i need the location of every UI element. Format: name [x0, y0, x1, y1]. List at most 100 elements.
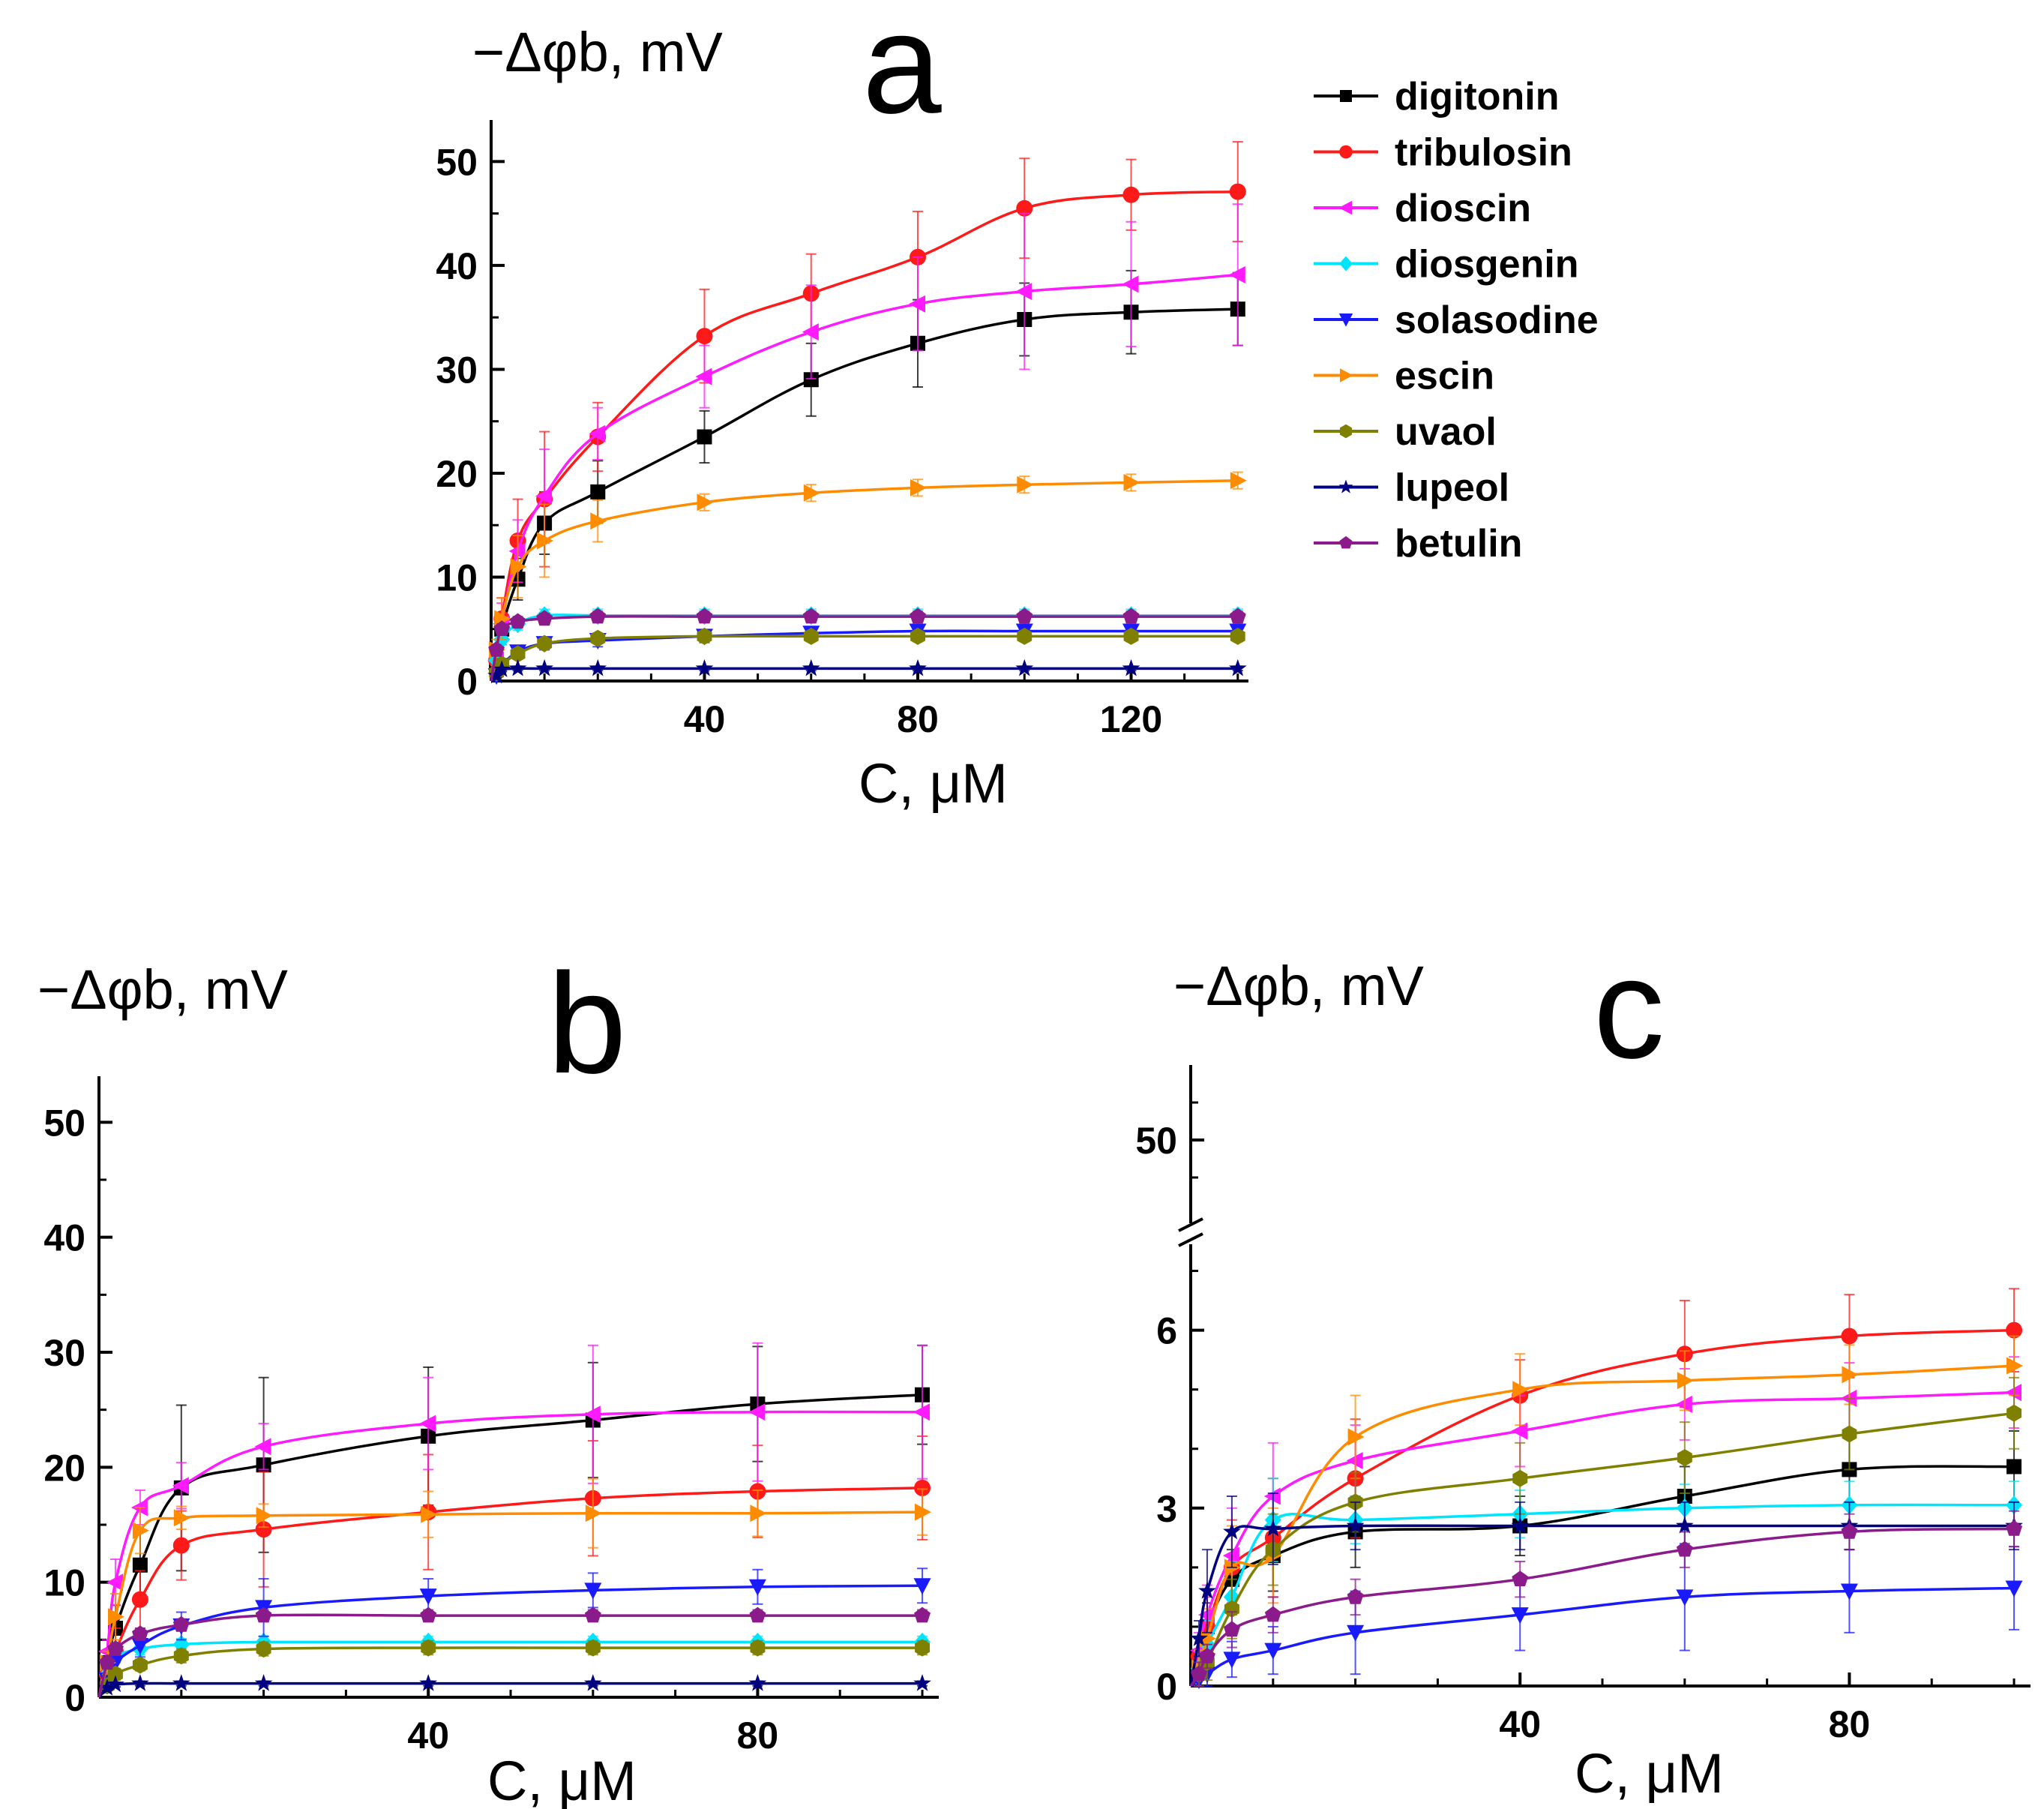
data-point: [1017, 627, 1032, 645]
panel-c-plot: [1189, 1288, 2023, 1690]
y-tick-label: 30: [43, 1332, 85, 1374]
data-point: [802, 658, 820, 676]
data-point: [910, 608, 926, 624]
x-tick-label: 40: [407, 1714, 449, 1756]
legend-marker: [1339, 256, 1353, 272]
y-tick-label: 40: [436, 245, 478, 287]
data-point: [583, 1406, 601, 1424]
series-lupeol: [97, 1674, 931, 1699]
data-point: [1347, 1588, 1364, 1604]
data-point: [131, 1674, 149, 1691]
panel-b-plot: [97, 1342, 931, 1699]
legend-item-uvaol: uvaol: [1314, 410, 1497, 454]
series-uvaol: [97, 1639, 930, 1699]
data-point: [1841, 1522, 1858, 1539]
y-tick-label: 50: [43, 1102, 85, 1144]
data-point: [2006, 1322, 2023, 1339]
legend-label: diosgenin: [1395, 243, 1579, 286]
y-tick-label: 0: [1156, 1666, 1177, 1708]
x-tick-label: 80: [1829, 1703, 1871, 1745]
data-point: [697, 627, 712, 645]
data-point: [915, 1503, 931, 1521]
data-point: [1346, 1516, 1365, 1534]
data-point: [1346, 1452, 1363, 1469]
data-point: [106, 1675, 124, 1693]
series-line: [1189, 1465, 2015, 1687]
data-point: [254, 1438, 271, 1456]
panel-a-axes: 40 80 120 0 10 20 30 40 50: [436, 120, 1248, 740]
data-point: [1264, 1606, 1281, 1622]
data-point: [173, 1509, 190, 1527]
data-point: [420, 1606, 437, 1623]
series-line: [1189, 1503, 2015, 1687]
data-point: [131, 1638, 149, 1654]
data-point: [1122, 608, 1140, 624]
panel-a: −Δφb, mV a C, μM 40 80 120 0 10 20 30 40 50: [436, 0, 1248, 814]
data-point: [255, 1521, 272, 1538]
data-point: [132, 1656, 148, 1674]
data-point: [1840, 1583, 1858, 1600]
data-point: [696, 328, 713, 345]
data-point: [803, 484, 820, 502]
y-tick-label: 20: [436, 453, 478, 495]
legend-item-solasodine: solasodine: [1314, 298, 1599, 342]
data-point: [254, 1674, 273, 1691]
panel-c-axes: 50 40 80 0 3 6: [1135, 1065, 2031, 1745]
data-point: [914, 1606, 931, 1623]
y-tick-label: 30: [436, 349, 478, 391]
data-point: [536, 610, 553, 626]
data-point: [1229, 183, 1246, 200]
data-point: [1122, 186, 1140, 203]
legend-marker: [1340, 368, 1353, 382]
panel-b-axes: 40 80 0 10 20 30 40 50: [43, 1076, 939, 1756]
data-point: [1347, 1624, 1365, 1642]
data-point: [255, 1606, 272, 1623]
data-point: [585, 1639, 601, 1657]
data-point: [695, 368, 712, 386]
legend-item-dioscin: dioscin: [1314, 187, 1531, 230]
series-line: [97, 1410, 923, 1698]
data-point: [1512, 1469, 1528, 1487]
series-line: [1189, 1586, 2015, 1688]
data-point: [1511, 1516, 1530, 1534]
data-point: [132, 1625, 148, 1641]
data-point: [802, 323, 819, 341]
series-escin: [489, 471, 1247, 682]
data-point: [585, 1504, 602, 1522]
axis-break-mark: [1178, 1217, 1203, 1232]
data-point: [584, 1582, 602, 1600]
panel-b: −Δφb, mV b C, μM 40 80 0 10 20 30 40 50: [37, 944, 939, 1809]
legend-label: dioscin: [1395, 187, 1531, 230]
legend-item-lupeol: lupeol: [1314, 466, 1509, 510]
data-point: [132, 1557, 148, 1573]
axis-break-mark: [1178, 1232, 1203, 1247]
series-solasodine: [97, 1568, 931, 1698]
y-tick-label: 50: [436, 141, 478, 183]
data-point: [1223, 1652, 1241, 1669]
data-point: [107, 1640, 124, 1656]
legend-label: escin: [1395, 355, 1494, 398]
data-point: [493, 620, 511, 636]
data-point: [535, 487, 553, 505]
data-point: [493, 660, 511, 677]
y-tick-label: 10: [436, 556, 478, 598]
data-point: [1228, 658, 1247, 676]
data-point: [2007, 1404, 2022, 1422]
data-point: [1511, 1422, 1528, 1440]
data-point: [1224, 1621, 1240, 1637]
legend-item-betulin: betulin: [1314, 522, 1522, 566]
data-point: [1122, 275, 1139, 293]
data-point: [535, 658, 553, 676]
data-point: [488, 640, 505, 657]
series-betulin: [1189, 1510, 2022, 1688]
series-dioscin: [97, 1342, 930, 1698]
data-point: [1675, 1395, 1692, 1413]
data-point: [1676, 1589, 1694, 1606]
series-digitonin: [97, 1344, 930, 1698]
x-tick-label: 40: [1499, 1703, 1541, 1745]
data-point: [1015, 658, 1034, 676]
panel-b-letter: b: [547, 944, 627, 1103]
data-point: [803, 627, 819, 645]
series-line: [97, 1613, 922, 1698]
series-dioscin: [1189, 1356, 2022, 1687]
